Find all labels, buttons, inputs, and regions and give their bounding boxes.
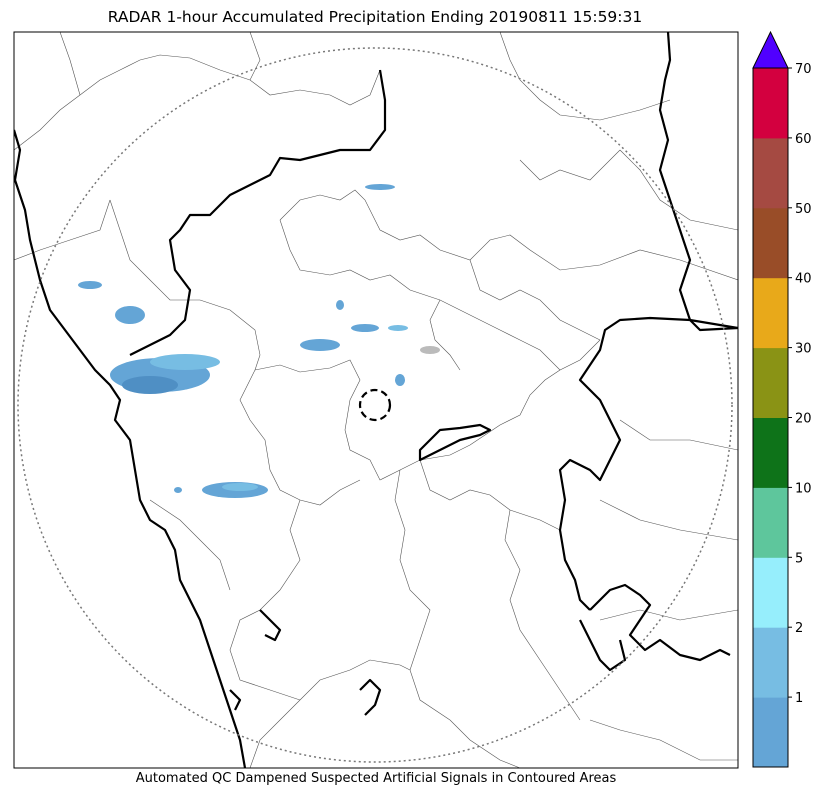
district-borders <box>14 32 738 768</box>
echo-cell <box>395 374 405 386</box>
state-borders <box>14 32 738 768</box>
colorbar-bin <box>753 207 788 279</box>
echo-cell <box>300 339 340 351</box>
footer-note: Automated QC Dampened Suspected Artifici… <box>135 771 617 786</box>
echo-cell <box>78 281 102 289</box>
colorbar-tick-label: 1 <box>795 691 803 706</box>
echo-cell <box>388 325 408 331</box>
echo-cell <box>365 184 395 190</box>
colorbar-bin <box>753 557 788 628</box>
colorbar-bin <box>753 627 788 698</box>
colorbar-tick-label: 60 <box>795 132 812 147</box>
echo-cell <box>122 376 178 394</box>
radar-site-marker <box>358 388 392 422</box>
colorbar-tick-label: 50 <box>795 202 812 217</box>
colorbar-tick-label: 30 <box>795 342 812 357</box>
colorbar-bin <box>753 137 788 209</box>
colorbar-tick-label: 10 <box>795 481 812 496</box>
colorbar-tick-label: 2 <box>795 621 803 636</box>
echo-cell <box>222 483 258 491</box>
echo-cell <box>336 300 344 310</box>
colorbar-bin <box>753 417 788 488</box>
colorbar-tick-label: 70 <box>795 62 812 77</box>
colorbar-tick-label: 5 <box>795 551 803 566</box>
colorbar-tick-label: 20 <box>795 412 812 427</box>
echo-cell <box>115 306 145 324</box>
colorbar-bin <box>753 68 788 139</box>
colorbar-bin <box>753 277 788 349</box>
echo-cell <box>351 324 379 332</box>
precipitation-echoes <box>78 184 440 498</box>
map-title: RADAR 1-hour Accumulated Precipitation E… <box>107 8 643 26</box>
radar-range-ring <box>17 47 733 763</box>
colorbar-bin <box>753 487 788 558</box>
colorbar-bin <box>753 347 788 418</box>
echo-cell <box>150 354 220 370</box>
colorbar-bin <box>753 697 788 768</box>
colorbar-tick-label: 40 <box>795 272 812 287</box>
echo-cell <box>174 487 182 493</box>
map-frame <box>13 31 739 769</box>
echo-cell <box>420 346 440 354</box>
colorbar-extend-arrow <box>752 30 789 69</box>
